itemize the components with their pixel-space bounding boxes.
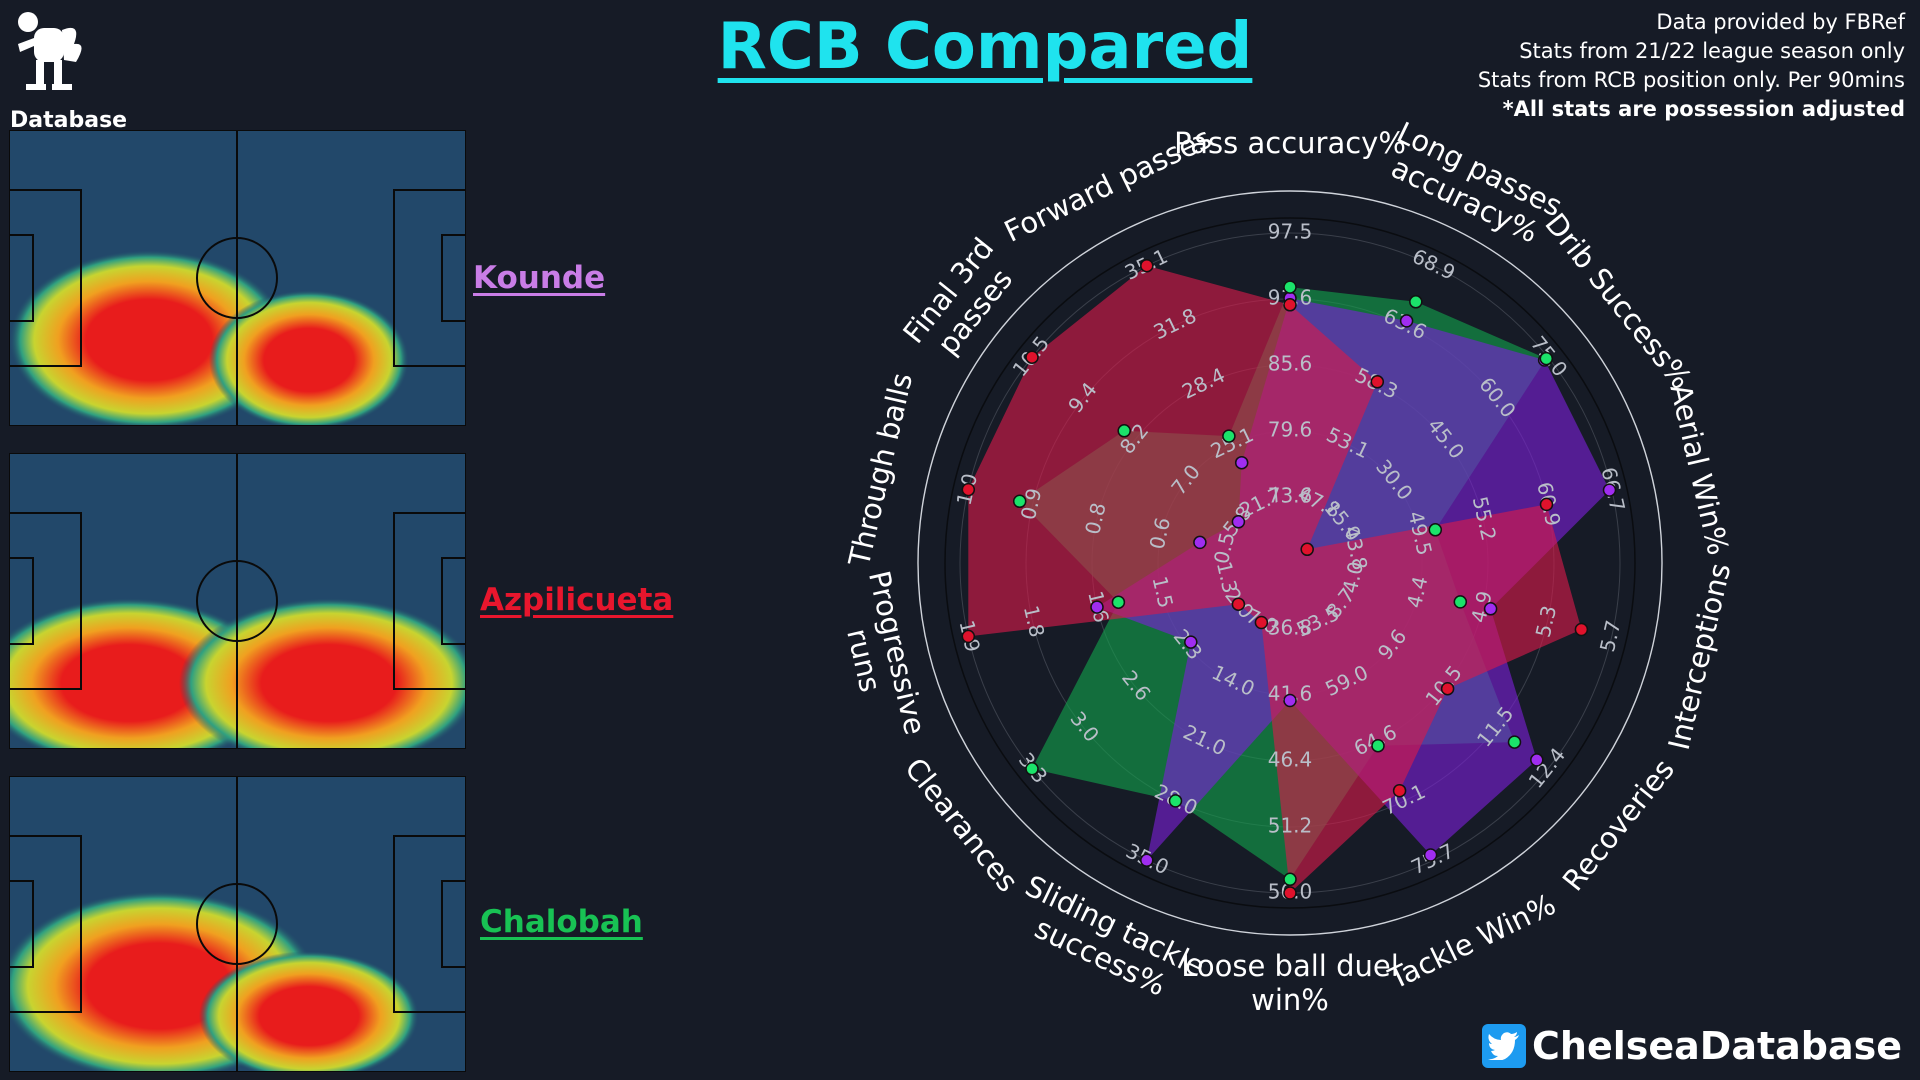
tick-label: 5.7 bbox=[1595, 618, 1625, 654]
note-line: Stats from 21/22 league season only bbox=[1519, 39, 1905, 63]
category-label: Loose ball duel win% bbox=[1181, 949, 1399, 1017]
series-polygon-azpilicueta bbox=[968, 265, 1582, 893]
data-point-chalobah bbox=[1222, 429, 1236, 443]
data-point-kounde bbox=[1602, 483, 1617, 497]
tick-label: 79.6 bbox=[1268, 418, 1313, 442]
data-point-chalobah bbox=[1507, 735, 1522, 749]
category-label: Through balls bbox=[842, 370, 919, 571]
data-point-kounde bbox=[1423, 848, 1438, 862]
category-label: Interceptions bbox=[1662, 560, 1738, 753]
tick-label: 97.5 bbox=[1268, 220, 1313, 244]
tick-label: 36.8 bbox=[1268, 616, 1313, 640]
category-label: Tackle Win% bbox=[1383, 887, 1561, 996]
note-line: Data provided by FBRef bbox=[1656, 10, 1905, 34]
data-point-chalobah bbox=[1117, 424, 1131, 438]
page-title: RCB Compared bbox=[717, 10, 1253, 84]
player-label-azpilicueta: Azpilicueta bbox=[480, 582, 674, 618]
data-point-chalobah bbox=[1012, 494, 1027, 509]
data-point-azpilicueta bbox=[1231, 597, 1246, 611]
data-point-kounde bbox=[1283, 693, 1297, 708]
player-label-chalobah: Chalobah bbox=[480, 904, 643, 940]
data-point-kounde bbox=[1234, 455, 1249, 470]
data-point-chalobah bbox=[1453, 595, 1468, 609]
category-label: Recoveries bbox=[1556, 752, 1681, 897]
note-line: Stats from RCB position only. Per 90mins bbox=[1477, 68, 1905, 92]
radar-polygons bbox=[968, 265, 1610, 893]
data-point-azpilicueta bbox=[1370, 375, 1385, 389]
category-label: Clearances bbox=[898, 751, 1025, 898]
data-point-azpilicueta bbox=[961, 629, 976, 644]
data-point-kounde bbox=[1483, 602, 1498, 616]
data-point-kounde bbox=[1090, 600, 1104, 614]
tick-label: 68.9 bbox=[1409, 244, 1460, 285]
logo: Database bbox=[4, 4, 127, 133]
data-point-kounde bbox=[1184, 635, 1198, 649]
player-label-kounde: Kounde bbox=[473, 260, 606, 296]
tick-label: 46.4 bbox=[1268, 748, 1313, 772]
data-point-azpilicueta bbox=[1539, 497, 1554, 512]
category-label: Long passesaccuracy% bbox=[1377, 115, 1568, 254]
data-point-chalobah bbox=[1428, 523, 1443, 537]
radar-points bbox=[961, 258, 1617, 900]
lion-crest-icon bbox=[18, 12, 82, 90]
twitter-credit: ChelseaDatabase bbox=[1482, 1024, 1902, 1068]
tick-label: 51.2 bbox=[1268, 814, 1313, 838]
data-point-azpilicueta bbox=[1392, 783, 1407, 798]
data-point-chalobah bbox=[1283, 280, 1297, 294]
data-point-azpilicueta bbox=[1283, 886, 1297, 900]
tick-label: 73.6 bbox=[1268, 484, 1313, 508]
data-point-chalobah bbox=[1168, 794, 1183, 808]
heatmap-azpilicueta bbox=[9, 453, 466, 749]
heatmap-chalobah bbox=[9, 776, 466, 1072]
tick-label: 85.6 bbox=[1268, 352, 1313, 376]
heatmap-kounde bbox=[9, 130, 466, 426]
data-point-azpilicueta bbox=[1025, 350, 1039, 364]
twitter-bird-icon bbox=[1482, 1024, 1526, 1068]
data-point-azpilicueta bbox=[1300, 542, 1314, 557]
data-point-chalobah bbox=[1371, 738, 1385, 753]
data-point-azpilicueta bbox=[1140, 258, 1154, 273]
category-label: Aerial Win% bbox=[1663, 381, 1735, 558]
category-label: Progressiveruns bbox=[829, 568, 933, 746]
twitter-handle: ChelseaDatabase bbox=[1532, 1024, 1902, 1068]
data-point-azpilicueta bbox=[961, 482, 976, 497]
data-point-azpilicueta bbox=[1254, 615, 1269, 630]
data-point-chalobah bbox=[1025, 762, 1039, 776]
outer-ring bbox=[917, 190, 1663, 936]
data-point-kounde bbox=[1399, 314, 1414, 328]
data-point-chalobah bbox=[1539, 351, 1554, 366]
data-point-azpilicueta bbox=[1574, 622, 1589, 637]
data-point-chalobah bbox=[1283, 872, 1297, 887]
grid-ring bbox=[944, 217, 1636, 909]
category-label: Forward passes bbox=[999, 120, 1217, 248]
data-point-kounde bbox=[1231, 515, 1246, 529]
category-label: Final 3rdpasses bbox=[896, 231, 1027, 371]
data-point-chalobah bbox=[1111, 595, 1126, 609]
note-line: *All stats are possession adjusted bbox=[1502, 97, 1905, 121]
data-point-azpilicueta bbox=[1440, 681, 1455, 696]
data-point-kounde bbox=[1193, 535, 1207, 550]
data-point-kounde bbox=[1140, 853, 1154, 868]
data-point-kounde bbox=[1530, 753, 1544, 767]
data-point-chalobah bbox=[1409, 295, 1423, 309]
logo-text: Database bbox=[10, 108, 128, 133]
source-notes: Data provided by FBRef Stats from 21/22 … bbox=[1478, 8, 1905, 124]
data-point-azpilicueta bbox=[1283, 298, 1297, 312]
category-label: Pass accuracy% bbox=[1174, 126, 1406, 160]
